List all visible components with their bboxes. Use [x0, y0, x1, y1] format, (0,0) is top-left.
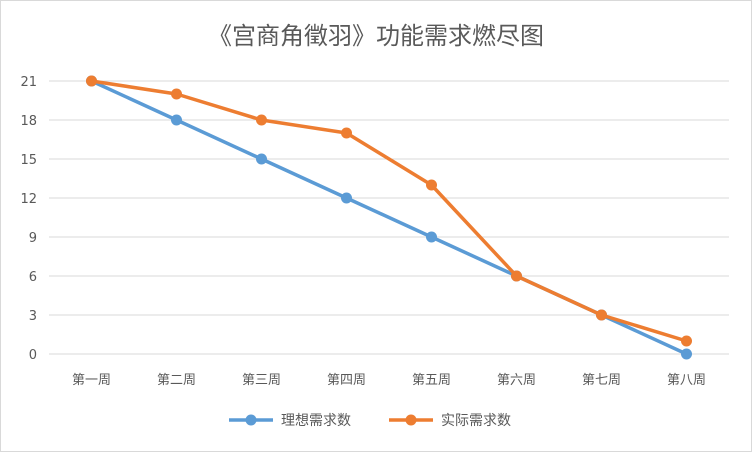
y-tick-label: 0 [29, 348, 37, 363]
x-tick-label: 第一周 [72, 373, 111, 388]
x-tick-label: 第二周 [157, 373, 196, 388]
y-tick-label: 12 [20, 192, 37, 207]
data-point [341, 127, 352, 139]
y-tick-label: 9 [29, 231, 37, 246]
data-point [681, 335, 692, 347]
legend-label: 理想需求数 [281, 413, 351, 429]
y-tick-label: 6 [29, 270, 37, 285]
legend-swatch-marker [405, 414, 417, 426]
series-lines [86, 75, 692, 360]
legend: 理想需求数 实际需求数 [229, 413, 511, 429]
x-tick-label: 第七周 [582, 373, 621, 388]
x-tick-label: 第五周 [412, 373, 451, 388]
data-point [86, 75, 97, 87]
y-tick-label: 21 [20, 75, 37, 90]
data-point [171, 114, 182, 126]
legend-swatch-marker [245, 414, 257, 426]
data-point [426, 231, 437, 243]
x-tick-label: 第三周 [242, 373, 281, 388]
data-point [596, 309, 607, 321]
y-tick-label: 15 [20, 153, 37, 168]
data-point [256, 153, 267, 165]
legend-label: 实际需求数 [441, 413, 511, 429]
data-point [681, 348, 692, 360]
y-tick-label: 3 [29, 309, 37, 324]
series-line-1 [89, 79, 689, 343]
data-point [171, 88, 182, 100]
y-axis-ticks: 0 3 6 9 12 15 18 21 [20, 75, 37, 363]
x-axis-ticks: 第一周 第二周 第三周 第四周 第五周 第六周 第七周 第八周 [72, 373, 706, 388]
y-tick-label: 18 [20, 114, 37, 129]
x-tick-label: 第八周 [667, 373, 706, 388]
chart-title: 《宫商角徵羽》功能需求燃尽图 [208, 22, 544, 50]
x-tick-label: 第六周 [497, 373, 536, 388]
data-point [426, 179, 437, 191]
data-point [341, 192, 352, 204]
data-point [511, 270, 522, 282]
x-tick-label: 第四周 [327, 373, 366, 388]
data-point [256, 114, 267, 126]
